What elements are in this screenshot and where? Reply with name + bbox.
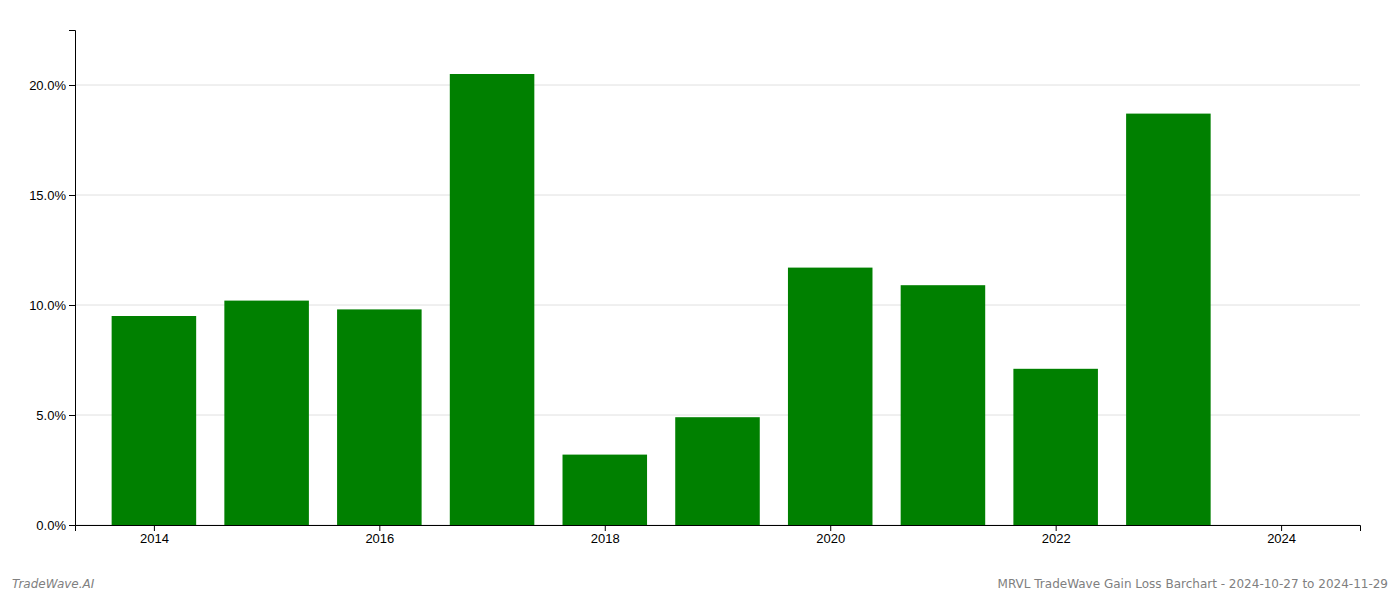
- y-tick-label: 15.0%: [29, 188, 66, 203]
- y-axis-line: [69, 31, 76, 526]
- bar: [337, 309, 422, 525]
- y-tick-label: 5.0%: [36, 408, 66, 423]
- x-tick-mark: [379, 525, 380, 531]
- x-tick: 2024: [1267, 525, 1296, 546]
- x-tick-label: 2018: [591, 531, 620, 546]
- bar: [224, 301, 309, 525]
- bar: [788, 268, 873, 525]
- x-tick: 2020: [816, 525, 845, 546]
- x-tick-mark: [1056, 525, 1057, 531]
- x-tick: 2018: [591, 525, 620, 546]
- y-tick-mark: [69, 85, 75, 86]
- y-tick: 0.0%: [36, 518, 75, 533]
- y-tick: 5.0%: [36, 408, 75, 423]
- x-axis-line: [76, 526, 1361, 532]
- footnote-right: MRVL TradeWave Gain Loss Barchart - 2024…: [998, 577, 1388, 591]
- x-tick-label: 2022: [1042, 531, 1071, 546]
- bar: [675, 417, 760, 525]
- y-tick-mark: [69, 305, 75, 306]
- bar: [563, 455, 648, 525]
- x-tick-mark: [154, 525, 155, 531]
- footnote-left: TradeWave.AI: [12, 577, 95, 591]
- y-tick-mark: [69, 415, 75, 416]
- bars: [112, 74, 1211, 525]
- chart: 2014 2016 2018 2020 2022 2024 0.0% 5.0% 10.0% 15.…: [0, 0, 1400, 600]
- y-tick-mark: [69, 525, 75, 526]
- grid: [75, 85, 1360, 525]
- y-tick: 10.0%: [29, 298, 75, 313]
- bar: [1013, 369, 1098, 525]
- bar: [901, 285, 986, 525]
- y-tick-label: 0.0%: [36, 518, 66, 533]
- grid-line: [75, 85, 1360, 86]
- x-tick: 2014: [140, 525, 169, 546]
- y-axis: 0.0% 5.0% 10.0% 15.0% 20.0%: [29, 31, 75, 533]
- plot: 2014 2016 2018 2020 2022 2024 0.0% 5.0% 10.0% 15.…: [29, 31, 1360, 547]
- bar: [112, 316, 197, 525]
- x-tick-label: 2016: [365, 531, 394, 546]
- y-tick-label: 20.0%: [29, 78, 66, 93]
- y-tick: 15.0%: [29, 188, 75, 203]
- y-tick: 20.0%: [29, 78, 75, 93]
- y-tick-mark: [69, 195, 75, 196]
- x-tick-label: 2024: [1267, 531, 1296, 546]
- y-tick-label: 10.0%: [29, 298, 66, 313]
- x-tick: 2016: [365, 525, 394, 546]
- x-tick-mark: [830, 525, 831, 531]
- x-axis: 2014 2016 2018 2020 2022 2024: [76, 525, 1361, 546]
- x-tick-label: 2014: [140, 531, 169, 546]
- x-tick-label: 2020: [816, 531, 845, 546]
- x-tick: 2022: [1042, 525, 1071, 546]
- x-tick-mark: [605, 525, 606, 531]
- bar: [450, 74, 535, 525]
- bar: [1126, 114, 1211, 525]
- x-tick-mark: [1281, 525, 1282, 531]
